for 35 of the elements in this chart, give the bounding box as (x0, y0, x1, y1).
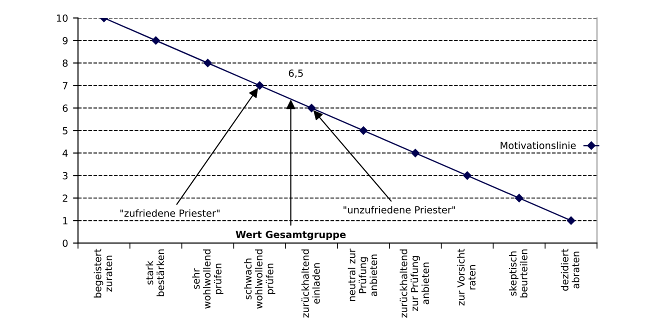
point (256, 81, 264, 90)
point (566, 216, 576, 225)
annotation: "zufriedene Priester" (120, 209, 220, 217)
point (204, 58, 212, 68)
x-tick-label: sehr wohlwollend prüfen (192, 250, 224, 309)
y-tick-label: 5 (62, 127, 68, 134)
x-tick-label: zurückhaltend zur Prüfung anbieten (400, 250, 430, 318)
annotation: Wert Gesamtgruppe (236, 230, 346, 240)
y-tick-label: 1 (63, 217, 68, 224)
annotation: 6,5 (288, 70, 303, 78)
point (152, 36, 160, 45)
x-tick-label: zur Vorsicht raten (457, 248, 476, 306)
y-tick-label: 2 (62, 194, 68, 202)
y-tick-label: 7 (62, 82, 68, 90)
y-tick-label: 6 (62, 104, 68, 112)
x-tick-label: dezidiert abraten (560, 248, 580, 291)
legend-label: Motivationslinie (500, 142, 576, 150)
x-tick-label: begeistert zuraten (94, 248, 112, 298)
x-tick-label: schwach wohlwollend prüfen (244, 250, 276, 309)
y-tick-label: 8 (62, 59, 68, 67)
y-tick-label: 3 (62, 172, 68, 180)
x-tick-label: skeptisch beurteilen (509, 249, 528, 298)
x-tick-label: stark bestärken (146, 249, 164, 296)
y-tick-label: 4 (62, 150, 68, 157)
point (463, 171, 472, 180)
point (515, 194, 524, 202)
x-tick-label: zurückhaltend einladen (301, 250, 320, 318)
point (359, 126, 368, 135)
point (307, 104, 316, 112)
x-tick-label: neutral zur Prüfung anbieten (348, 248, 378, 301)
point (411, 148, 420, 158)
y-tick-label: 10 (56, 14, 68, 22)
annotation: "unzufriedene Priester" (344, 206, 456, 214)
y-tick-label: 0 (62, 240, 68, 247)
y-tick-label: 9 (62, 36, 68, 44)
